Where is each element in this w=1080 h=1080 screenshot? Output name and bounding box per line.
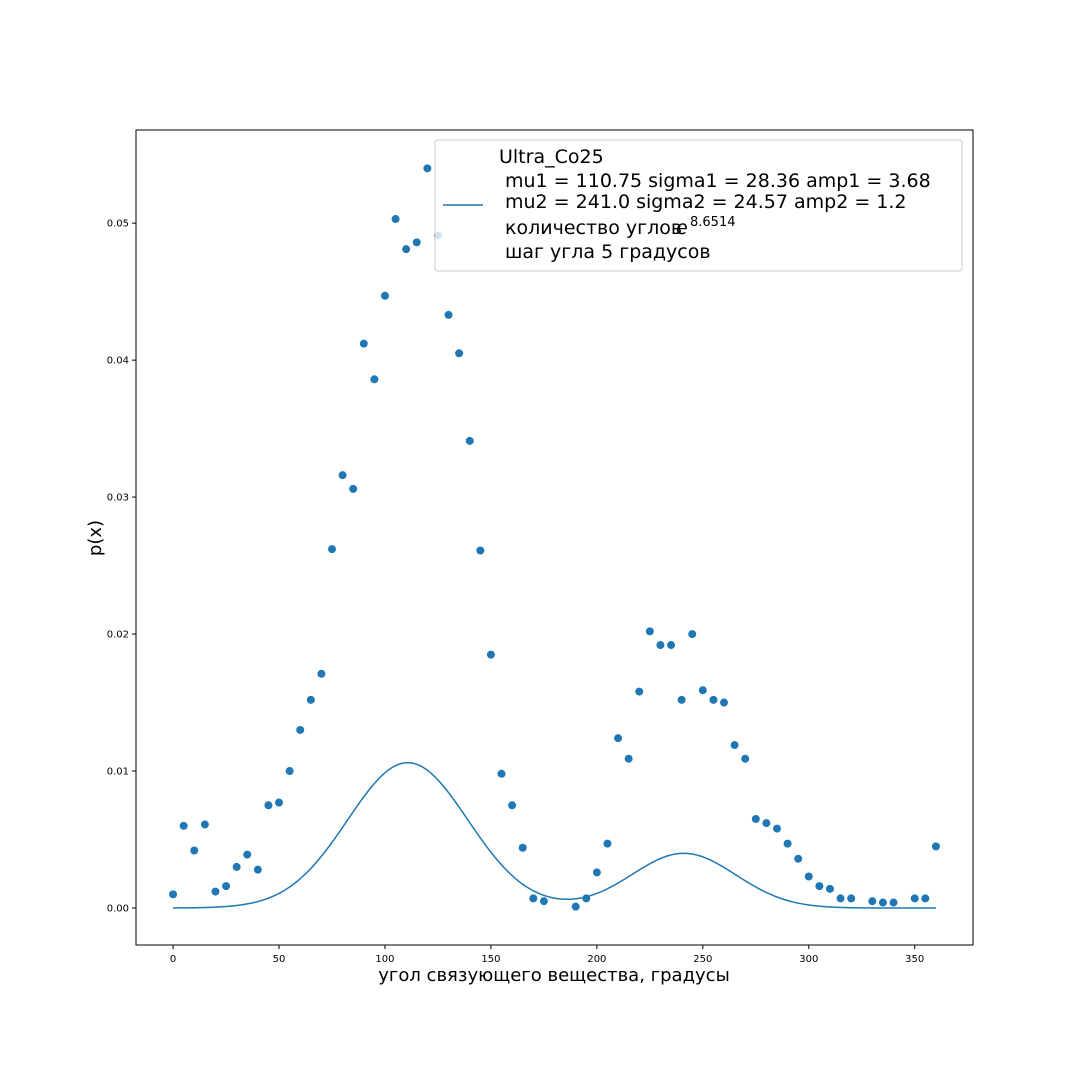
data-point <box>349 484 358 493</box>
y-axis-ticks: 0.00 0.01 0.02 0.03 0.04 0.05 <box>107 219 136 915</box>
legend-line-3: количество углов <box>505 217 682 239</box>
data-point <box>698 686 707 695</box>
x-tick-label: 350 <box>905 954 924 965</box>
fit-curve <box>173 761 936 909</box>
data-point <box>804 872 813 881</box>
data-point <box>688 630 697 639</box>
data-point <box>253 865 262 874</box>
x-tick-label: 200 <box>587 954 606 965</box>
data-point <box>328 545 337 554</box>
data-point <box>868 897 877 906</box>
data-point <box>878 898 887 907</box>
data-point <box>910 894 919 903</box>
legend-box <box>434 139 963 272</box>
data-point <box>518 843 527 852</box>
data-point <box>179 821 188 830</box>
data-point <box>465 436 474 445</box>
data-point <box>317 669 326 678</box>
data-point <box>794 854 803 863</box>
x-axis-ticks: 0 50 100 150 200 250 300 350 <box>170 945 924 965</box>
data-point <box>380 291 389 300</box>
y-tick-label: 0.04 <box>107 356 129 367</box>
x-tick-label: 300 <box>799 954 818 965</box>
data-point <box>391 215 400 224</box>
legend-exp-base: e <box>676 217 688 239</box>
data-point <box>370 375 379 384</box>
data-point <box>836 894 845 903</box>
data-point <box>455 349 464 358</box>
legend-exp-power: 8.6514 <box>690 215 736 230</box>
data-point <box>275 798 284 807</box>
data-point <box>772 824 781 833</box>
data-point <box>921 894 930 903</box>
data-point <box>592 868 601 877</box>
data-point <box>412 238 421 247</box>
data-point <box>423 164 432 173</box>
data-point <box>359 339 368 348</box>
data-point <box>815 882 824 891</box>
data-point <box>825 884 834 893</box>
data-point <box>582 894 591 903</box>
legend-line-2: mu2 = 241.0 sigma2 = 24.57 amp2 = 1.2 <box>505 191 907 213</box>
data-point <box>645 627 654 636</box>
data-point <box>571 902 580 911</box>
legend-line-1: mu1 = 110.75 sigma1 = 28.36 amp1 = 3.68 <box>505 170 931 192</box>
data-point <box>306 695 315 704</box>
x-tick-label: 150 <box>481 954 500 965</box>
data-point <box>211 887 220 896</box>
data-point <box>338 471 347 480</box>
x-axis-label: угол связующего вещества, градусы <box>378 965 730 986</box>
y-tick-label: 0.02 <box>107 630 129 641</box>
fit-curve-layer <box>173 761 936 909</box>
data-point <box>656 641 665 650</box>
data-point <box>264 801 273 810</box>
data-point <box>200 820 209 829</box>
data-point <box>285 767 294 776</box>
data-point <box>476 546 485 555</box>
x-tick-label: 50 <box>273 954 286 965</box>
x-tick-label: 0 <box>170 954 176 965</box>
data-point <box>730 741 739 750</box>
legend-title: Ultra_Co25 <box>499 146 604 168</box>
data-point <box>635 687 644 696</box>
y-tick-label: 0.00 <box>107 904 129 915</box>
data-point <box>444 310 453 319</box>
data-point <box>720 698 729 707</box>
data-point <box>931 842 940 851</box>
data-point <box>497 769 506 778</box>
scatter-points-layer <box>169 164 940 911</box>
data-point <box>529 894 538 903</box>
data-point <box>539 897 548 906</box>
data-point <box>889 898 898 907</box>
data-point <box>667 641 676 650</box>
data-point <box>751 814 760 823</box>
data-point <box>486 650 495 659</box>
data-point <box>222 882 231 891</box>
legend-line-4: шаг угла 5 градусов <box>505 241 711 263</box>
data-point <box>624 754 633 763</box>
y-tick-label: 0.03 <box>107 493 129 504</box>
data-point <box>603 839 612 848</box>
data-point <box>232 862 241 871</box>
x-tick-label: 250 <box>693 954 712 965</box>
data-point <box>402 245 411 254</box>
data-point <box>243 850 252 859</box>
data-point <box>614 734 623 743</box>
data-point <box>190 846 199 855</box>
data-point <box>741 754 750 763</box>
data-point <box>847 894 856 903</box>
data-point <box>709 695 718 704</box>
y-tick-label: 0.05 <box>107 219 129 230</box>
data-point <box>508 801 517 810</box>
y-tick-label: 0.01 <box>107 767 129 778</box>
data-point <box>783 839 792 848</box>
y-axis-label: p(x) <box>85 520 106 556</box>
data-point <box>169 890 178 899</box>
data-point <box>762 819 771 828</box>
data-point <box>296 725 305 734</box>
legend: Ultra_Co25 mu1 = 110.75 sigma1 = 28.36 a… <box>434 139 963 272</box>
data-point <box>677 695 686 704</box>
x-tick-label: 100 <box>375 954 394 965</box>
